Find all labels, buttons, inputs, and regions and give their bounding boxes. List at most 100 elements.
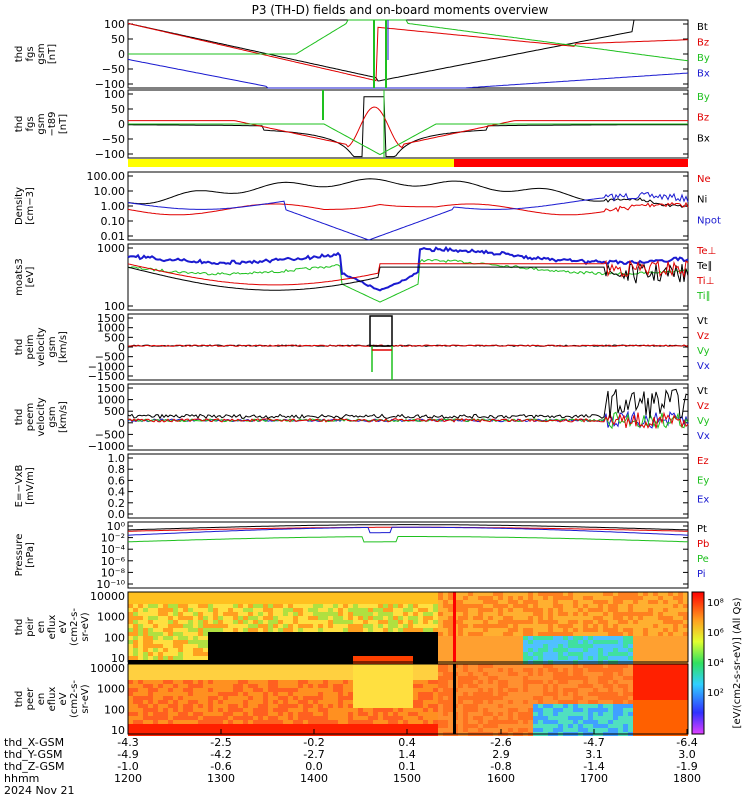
spectro-cell bbox=[543, 684, 548, 688]
y-tick-label: 10000 bbox=[90, 662, 125, 675]
spectro-cell bbox=[478, 652, 483, 656]
spectro-cell bbox=[528, 656, 533, 660]
spectro-cell bbox=[663, 612, 668, 616]
spectro-cell bbox=[273, 620, 278, 624]
spectro-cell bbox=[533, 620, 538, 624]
spectro-cell bbox=[408, 644, 413, 648]
spectro-cell bbox=[423, 668, 428, 672]
spectro-cell bbox=[578, 644, 583, 648]
spectro-cell bbox=[498, 608, 503, 612]
spectro-cell bbox=[683, 592, 688, 596]
spectro-cell bbox=[278, 652, 283, 656]
spectro-cell bbox=[558, 644, 563, 648]
spectro-cell bbox=[228, 592, 233, 596]
spectro-cell bbox=[143, 684, 148, 688]
spectro-cell bbox=[548, 668, 553, 672]
spectro-cell bbox=[333, 712, 338, 716]
spectro-cell bbox=[583, 696, 588, 700]
spectro-cell bbox=[278, 676, 283, 680]
spectro-cell bbox=[593, 700, 598, 704]
spectro-cell bbox=[343, 716, 348, 720]
spectro-cell bbox=[223, 632, 228, 636]
spectro-cell bbox=[328, 668, 333, 672]
spectro-cell bbox=[423, 604, 428, 608]
legend-ne: Ne bbox=[697, 174, 711, 185]
spectro-cell bbox=[213, 656, 218, 660]
spectro-cell bbox=[203, 680, 208, 684]
spectro-cell bbox=[613, 604, 618, 608]
spectro-cell bbox=[458, 612, 463, 616]
spectro-cell bbox=[633, 600, 638, 604]
spectro-cell bbox=[168, 592, 173, 596]
vt-ion-burst bbox=[369, 315, 393, 347]
spectro-cell bbox=[403, 632, 408, 636]
spectro-cell bbox=[358, 716, 363, 720]
panel-frame bbox=[127, 453, 689, 519]
y-axis-label-line: sr-eV) bbox=[80, 612, 91, 641]
spectro-cell bbox=[488, 592, 493, 596]
spectro-cell bbox=[383, 596, 388, 600]
spectro-cell bbox=[198, 656, 203, 660]
spectro-cell bbox=[678, 668, 683, 672]
spectro-cell bbox=[413, 644, 418, 648]
spectro-cell bbox=[133, 716, 138, 720]
spectro-cell bbox=[513, 600, 518, 604]
spectro-cell bbox=[508, 644, 513, 648]
spectro-cell bbox=[243, 700, 248, 704]
spectro-cell bbox=[363, 600, 368, 604]
spectro-cell bbox=[623, 620, 628, 624]
spectro-cell bbox=[593, 712, 598, 716]
spectro-cell bbox=[463, 700, 468, 704]
spectro-cell bbox=[473, 688, 478, 692]
spectro-cell bbox=[498, 644, 503, 648]
spectro-cell bbox=[618, 596, 623, 600]
spectro-cell bbox=[578, 708, 583, 712]
spectro-cell bbox=[288, 692, 293, 696]
spectro-cell bbox=[533, 696, 538, 700]
spectro-cell bbox=[483, 720, 488, 724]
spectro-cell bbox=[128, 644, 133, 648]
spectro-cell bbox=[493, 636, 498, 640]
spectro-cell bbox=[303, 652, 308, 656]
spectro-cell bbox=[623, 652, 628, 656]
spectro-cell bbox=[338, 596, 343, 600]
spectro-cell bbox=[298, 620, 303, 624]
spectro-cell bbox=[148, 700, 153, 704]
spectro-cell bbox=[378, 596, 383, 600]
spectro-cell bbox=[268, 716, 273, 720]
spectro-cell bbox=[193, 648, 198, 652]
spectro-cell bbox=[143, 656, 148, 660]
spectro-cell bbox=[573, 604, 578, 608]
spectro-cell bbox=[163, 624, 168, 628]
spectro-cell bbox=[603, 592, 608, 596]
spectro-cell bbox=[348, 676, 353, 680]
spectro-cell bbox=[373, 692, 378, 696]
spectro-cell bbox=[628, 700, 633, 704]
spectro-cell bbox=[683, 644, 688, 648]
spectro-cell bbox=[423, 596, 428, 600]
spectro-cell bbox=[418, 640, 423, 644]
spectro-cell bbox=[463, 640, 468, 644]
spectro-cell bbox=[643, 652, 648, 656]
spectro-cell bbox=[558, 692, 563, 696]
spectro-cell bbox=[138, 676, 143, 680]
spectro-cell bbox=[293, 720, 298, 724]
spectro-cell bbox=[228, 724, 233, 728]
spectro-cell bbox=[163, 636, 168, 640]
spectro-cell bbox=[593, 696, 598, 700]
spectro-cell bbox=[438, 700, 443, 704]
spectro-cell bbox=[618, 712, 623, 716]
spectro-cell bbox=[388, 612, 393, 616]
spectro-cell bbox=[388, 668, 393, 672]
spectro-cell bbox=[363, 664, 368, 668]
spectro-cell bbox=[168, 620, 173, 624]
spectro-cell bbox=[298, 704, 303, 708]
spectro-cell bbox=[658, 692, 663, 696]
spectro-cell bbox=[333, 620, 338, 624]
spectro-cell bbox=[383, 632, 388, 636]
spectro-cell bbox=[128, 688, 133, 692]
spectro-cell bbox=[163, 716, 168, 720]
spectro-cell bbox=[223, 628, 228, 632]
spectro-cell bbox=[678, 708, 683, 712]
spectro-cell bbox=[578, 632, 583, 636]
